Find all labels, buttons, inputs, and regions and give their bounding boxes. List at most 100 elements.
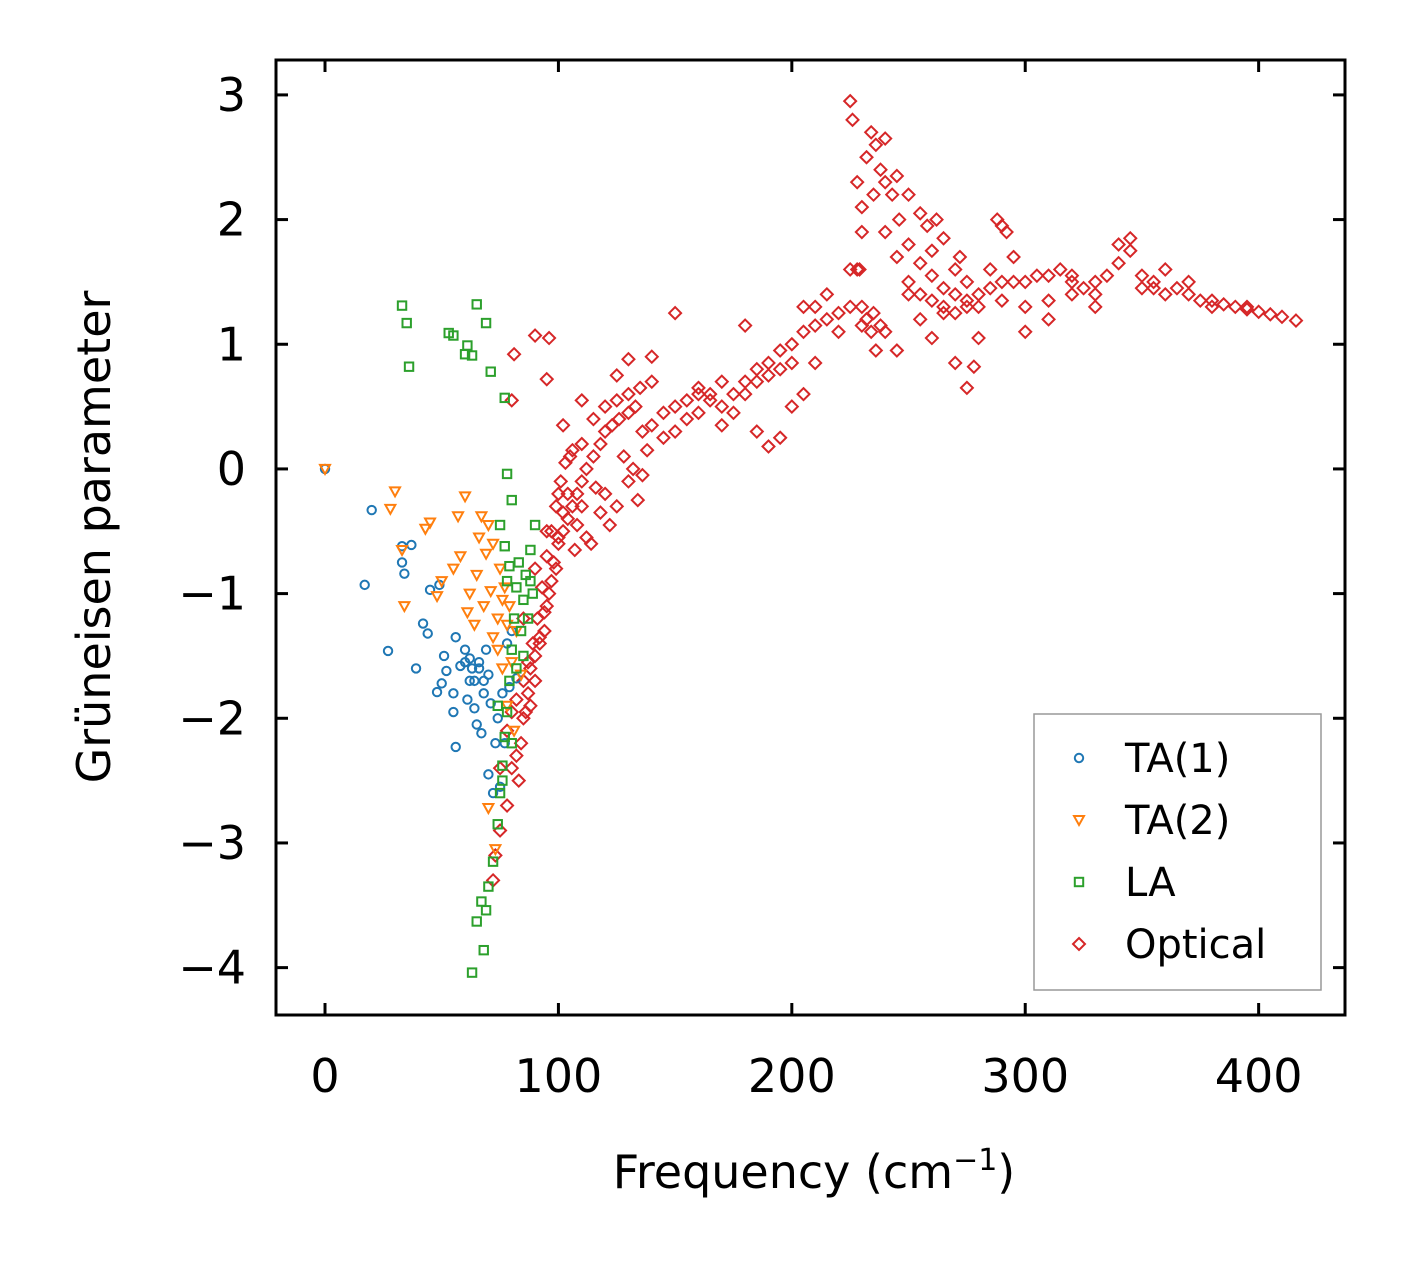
data-point: [388, 486, 402, 499]
data-point: [929, 212, 944, 227]
data-point: [611, 411, 627, 427]
data-point: [448, 688, 459, 699]
data-point: [919, 218, 935, 234]
legend-entry-Optical: Optical: [1071, 922, 1266, 968]
data-point: [630, 492, 646, 508]
x-tick-label: 200: [748, 1049, 836, 1103]
data-point: [506, 494, 517, 506]
data-point: [901, 274, 916, 290]
data-point: [889, 168, 905, 184]
data-point: [397, 601, 412, 614]
data-point: [491, 613, 505, 626]
data-point: [749, 424, 765, 439]
data-point: [667, 305, 683, 321]
data-point: [506, 738, 517, 749]
data-point: [401, 317, 412, 329]
data-point: [854, 299, 870, 315]
data-point: [831, 324, 846, 340]
data-point: [464, 675, 475, 687]
data-point: [483, 669, 494, 680]
legend-marker: [1072, 815, 1086, 828]
data-point: [1146, 274, 1162, 290]
data-point: [982, 262, 998, 277]
data-point: [403, 361, 415, 372]
data-point: [459, 644, 471, 655]
data-point: [504, 760, 520, 776]
data-point: [431, 686, 443, 698]
data-point: [448, 706, 459, 718]
data-point: [487, 856, 499, 867]
data-point: [1181, 286, 1197, 302]
data-point: [609, 392, 625, 408]
data-point: [761, 355, 776, 371]
data-point: [1216, 296, 1232, 312]
data-point: [936, 305, 951, 321]
data-point: [877, 131, 893, 146]
data-point: [574, 436, 590, 452]
data-point: [749, 361, 765, 377]
series-LA: [396, 299, 541, 978]
data-point: [539, 523, 555, 539]
data-point: [749, 374, 765, 390]
data-point: [424, 584, 436, 596]
data-point: [504, 675, 515, 687]
data-point: [463, 588, 477, 601]
data-point: [500, 619, 514, 632]
data-point: [936, 230, 951, 246]
data-point: [487, 848, 503, 863]
data-point: [396, 300, 408, 311]
data-point: [532, 629, 548, 645]
data-point: [737, 374, 753, 390]
data-point: [483, 881, 494, 892]
legend-label: Optical: [1125, 922, 1266, 968]
data-point: [644, 374, 660, 390]
data-point: [959, 274, 975, 290]
data-point: [597, 486, 613, 502]
data-point: [807, 355, 823, 371]
data-point: [691, 386, 706, 402]
data-point: [551, 536, 566, 552]
data-point: [480, 905, 492, 916]
data-point: [588, 480, 604, 496]
data-point: [868, 343, 884, 358]
data-point: [527, 561, 543, 577]
data-point: [621, 386, 636, 402]
data-point: [476, 728, 487, 739]
data-point: [609, 368, 625, 383]
data-point: [520, 685, 536, 701]
data-point: [464, 653, 475, 664]
data-point: [430, 591, 444, 604]
data-point: [714, 374, 730, 390]
data-point: [513, 735, 529, 751]
data-point: [621, 473, 636, 489]
data-point: [478, 944, 489, 956]
data-point: [632, 380, 648, 396]
data-point: [924, 293, 940, 309]
data-point: [714, 417, 730, 433]
data-point: [859, 311, 874, 327]
data-point: [511, 663, 522, 674]
data-point: [502, 601, 517, 614]
data-point: [504, 681, 515, 693]
data-point: [518, 594, 529, 606]
legend-marker: [1073, 876, 1085, 888]
legend-entry-LA: LA: [1073, 860, 1176, 906]
data-point: [483, 769, 494, 780]
data-point: [924, 330, 940, 346]
data-point: [891, 212, 907, 227]
data-point: [1288, 313, 1304, 328]
data-point: [471, 299, 482, 310]
legend-marker: [1073, 752, 1085, 764]
data-point: [947, 305, 963, 321]
data-point: [492, 700, 503, 712]
data-point: [877, 224, 893, 240]
data-point: [574, 392, 590, 408]
data-point: [761, 368, 776, 383]
data-point: [644, 349, 660, 365]
data-point: [866, 187, 881, 203]
data-point: [487, 787, 499, 799]
data-point: [522, 698, 538, 714]
data-point: [1227, 299, 1243, 315]
data-point: [971, 286, 986, 302]
